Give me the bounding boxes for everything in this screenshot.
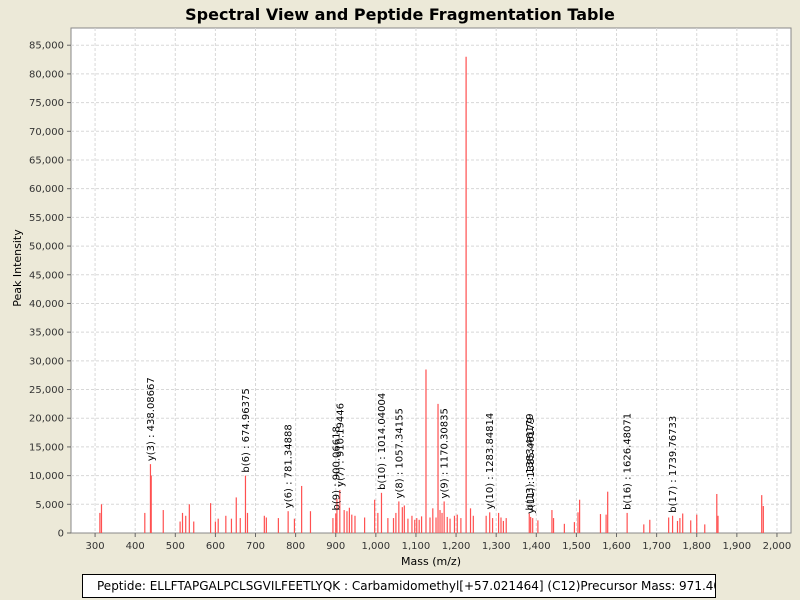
- y-tick-label: 75,000: [29, 98, 64, 109]
- peak-annotation-label: y(7) : 910.19446: [335, 403, 346, 487]
- y-axis-label: Peak Intensity: [11, 229, 24, 307]
- x-tick-label: 400: [126, 541, 145, 552]
- peak-annotation-label: b(16) : 1626.48071: [623, 413, 634, 510]
- y-tick-label: 15,000: [29, 442, 64, 453]
- plot-area: [70, 27, 792, 534]
- chart-title: Spectral View and Peptide Fragmentation …: [185, 5, 615, 24]
- y-tick-label: 30,000: [29, 356, 64, 367]
- peak-annotation-label: b(17) : 1739.76733: [668, 416, 679, 513]
- footer-info-box: Peptide: ELLFTAPGALPCLSGVILFEETLYQK : Ca…: [82, 574, 716, 598]
- peak-annotation-label: b(13) : 1383.46179: [525, 413, 536, 510]
- y-tick-label: 35,000: [29, 328, 64, 339]
- x-tick-label: 1,200: [442, 541, 471, 552]
- y-tick-label: 45,000: [29, 270, 64, 281]
- x-tick-label: 1,400: [522, 541, 551, 552]
- x-tick-label: 300: [86, 541, 105, 552]
- peak-annotation-label: b(9) : 900.06618: [331, 426, 342, 510]
- x-tick-label: 800: [286, 541, 305, 552]
- peak-annotations: y(3) : 438.08667 b(6) : 674.96375 y(6) : 7…: [146, 377, 679, 514]
- spectrum-chart: Spectral View and Peptide Fragmentation …: [11, 5, 792, 568]
- x-axis-label: Mass (m/z): [401, 555, 461, 568]
- gridlines: [71, 28, 791, 533]
- y-tick-label: 65,000: [29, 155, 64, 166]
- peak-series: [99, 56, 764, 533]
- x-tick-label: 1,300: [482, 541, 511, 552]
- peak-annotation-label: y(6) : 781.34888: [284, 424, 295, 508]
- peak-annotation-label: b(6) : 674.96375: [241, 388, 252, 472]
- y-tick-label: 5,000: [35, 500, 64, 511]
- y-tick-label: 70,000: [29, 127, 64, 138]
- y-tick-label: 0: [58, 529, 64, 540]
- peak-annotation-label: y(9) : 1170.30835: [440, 408, 451, 498]
- x-tick-label: 2,000: [763, 541, 792, 552]
- axes: 300 400 500 600 700 800 900 1,000 1,100 1,200 1,30…: [29, 41, 791, 552]
- x-tick-label: 600: [206, 541, 225, 552]
- peak-annotation-label: y(8) : 1057.34155: [394, 408, 405, 498]
- y-tick-label: 50,000: [29, 242, 64, 253]
- y-tick-label: 85,000: [29, 41, 64, 52]
- x-tick-label: 1,000: [362, 541, 391, 552]
- peak-annotation-label: y(11) : 1385.46179: [526, 417, 537, 514]
- y-tick-label: 60,000: [29, 184, 64, 195]
- x-tick-label: 1,100: [402, 541, 431, 552]
- y-tick-label: 55,000: [29, 213, 64, 224]
- peptide-info: Peptide: ELLFTAPGALPCLSGVILFEETLYQK : Ca…: [97, 579, 581, 593]
- y-tick-label: 40,000: [29, 299, 64, 310]
- y-tick-label: 10,000: [29, 471, 64, 482]
- x-tick-label: 1,600: [602, 541, 631, 552]
- x-tick-label: 1,700: [642, 541, 671, 552]
- x-tick-label: 700: [246, 541, 265, 552]
- y-tick-label: 25,000: [29, 385, 64, 396]
- x-tick-label: 1,500: [562, 541, 591, 552]
- peak-annotation-label: y(3) : 438.08667: [146, 377, 157, 461]
- y-tick-label: 80,000: [29, 69, 64, 80]
- peak-annotation-label: b(10) : 1014.04004: [377, 393, 388, 490]
- x-tick-label: 1,900: [723, 541, 752, 552]
- x-tick-label: 500: [166, 541, 185, 552]
- x-tick-label: 1,800: [682, 541, 711, 552]
- precursor-mass: Precursor Mass: 971.4082: [580, 579, 715, 593]
- peak-annotation-label: y(10) : 1283.84814: [485, 413, 496, 510]
- x-tick-label: 900: [326, 541, 345, 552]
- y-tick-label: 20,000: [29, 414, 64, 425]
